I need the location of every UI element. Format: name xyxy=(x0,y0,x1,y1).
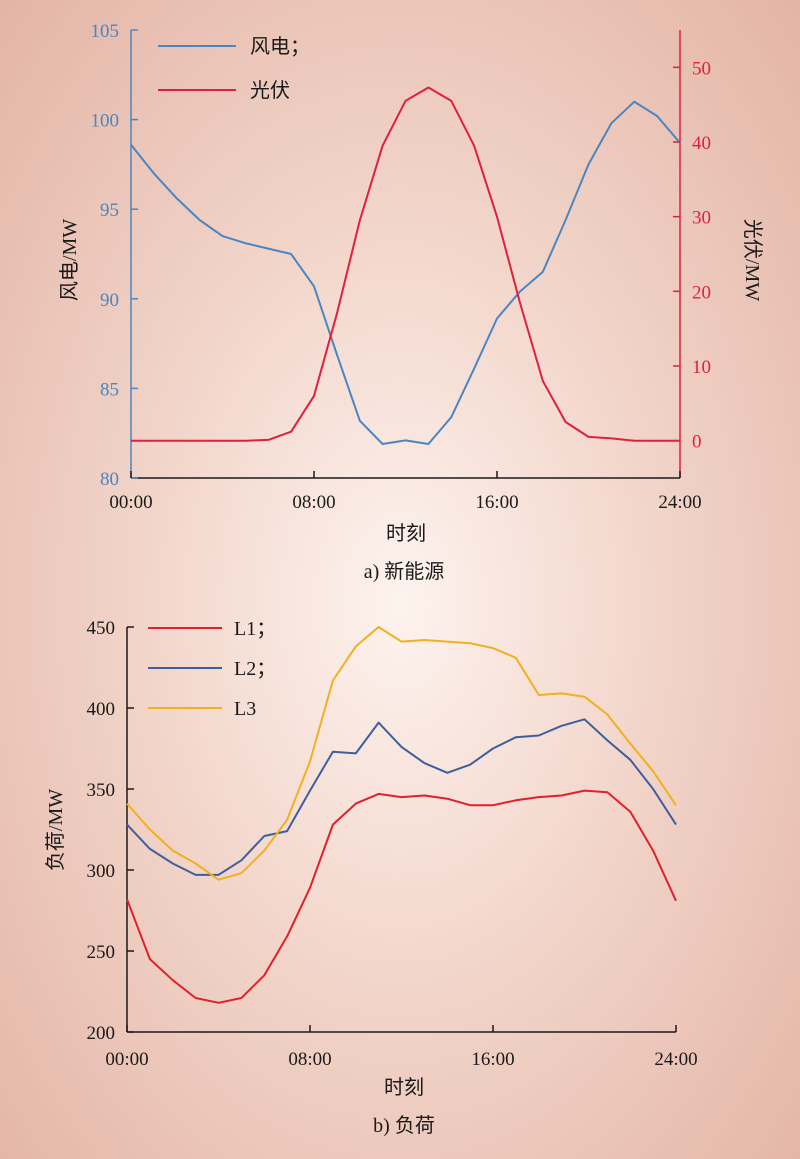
chart-b-y-tick-label: 300 xyxy=(87,861,116,882)
chart-a-x-tick-label: 24:00 xyxy=(658,492,701,513)
chart-a-ticks: 80 85 90 95 100 105 0 10 20 30 40 50 00:00 08:00 16:00… xyxy=(91,21,712,513)
chart-a-left-tick-label: 105 xyxy=(91,21,120,42)
legend-label-l1: L1； xyxy=(234,618,276,640)
chart-b-xlabel: 时刻 xyxy=(384,1076,424,1099)
chart-a-right-tick-label: 0 xyxy=(692,432,702,453)
chart-a-right-tick-label: 40 xyxy=(692,133,711,154)
chart-b-x-tick-label: 16:00 xyxy=(471,1049,514,1070)
chart-a-right-tick-label: 10 xyxy=(692,357,711,378)
chart-renewables: 80 85 90 95 100 105 0 10 20 30 40 50 00:00 08:00 16:00… xyxy=(58,21,764,583)
chart-b-y-tick-label: 350 xyxy=(87,780,116,801)
chart-a-ylabel-left: 风电/MW xyxy=(58,219,81,301)
chart-a-x-tick-label: 08:00 xyxy=(292,492,335,513)
chart-a-legend: 风电； 光伏 xyxy=(158,35,310,102)
chart-a-left-tick-label: 90 xyxy=(100,290,119,311)
chart-a-series xyxy=(130,86,681,445)
chart-a-caption: a) 新能源 xyxy=(364,560,445,583)
chart-load: 200 250 300 350 400 450 00:00 08:00 16:00 24:00 L… xyxy=(44,618,698,1137)
chart-b-y-tick-label: 250 xyxy=(87,942,116,963)
series-line-l3 xyxy=(126,626,677,881)
chart-a-right-tick-label: 20 xyxy=(692,282,711,303)
chart-b-legend: L1； L2； L3 xyxy=(148,618,276,720)
chart-b-axes xyxy=(126,627,676,1033)
chart-b-y-tick-label: 400 xyxy=(87,699,116,720)
legend-label-pv: 光伏 xyxy=(250,79,290,102)
chart-b-y-tick-label: 200 xyxy=(87,1023,116,1044)
chart-a-right-tick-label: 50 xyxy=(692,58,711,79)
series-line-l1 xyxy=(126,789,677,1004)
chart-a-left-tick-label: 85 xyxy=(100,379,119,400)
chart-b-series xyxy=(126,626,677,1004)
chart-b-ticks: 200 250 300 350 400 450 00:00 08:00 16:00 24:00 xyxy=(87,618,698,1070)
chart-b-x-tick-label: 00:00 xyxy=(105,1049,148,1070)
chart-a-x-tick-label: 16:00 xyxy=(475,492,518,513)
chart-b-y-tick-label: 450 xyxy=(87,618,116,639)
chart-b-ylabel: 负荷/MW xyxy=(44,789,67,871)
chart-b-caption: b) 负荷 xyxy=(373,1114,435,1137)
chart-a-right-tick-label: 30 xyxy=(692,208,711,229)
chart-a-left-tick-label: 80 xyxy=(100,469,119,490)
chart-b-x-tick-label: 08:00 xyxy=(288,1049,331,1070)
series-line-wind xyxy=(130,100,681,445)
chart-a-xlabel: 时刻 xyxy=(386,522,426,545)
chart-a-x-tick-label: 00:00 xyxy=(109,492,152,513)
legend-label-l2: L2； xyxy=(234,658,276,680)
series-line-pv xyxy=(131,86,680,442)
legend-label-wind: 风电； xyxy=(250,35,310,58)
chart-a-axes xyxy=(130,30,681,479)
legend-label-l3: L3 xyxy=(234,698,256,720)
chart-a-left-tick-label: 95 xyxy=(100,200,119,221)
series-line-l2 xyxy=(126,718,677,876)
chart-b-x-tick-label: 24:00 xyxy=(654,1049,697,1070)
chart-a-ylabel-right: 光伏/MW xyxy=(741,219,764,301)
chart-a-left-tick-label: 100 xyxy=(91,111,120,132)
